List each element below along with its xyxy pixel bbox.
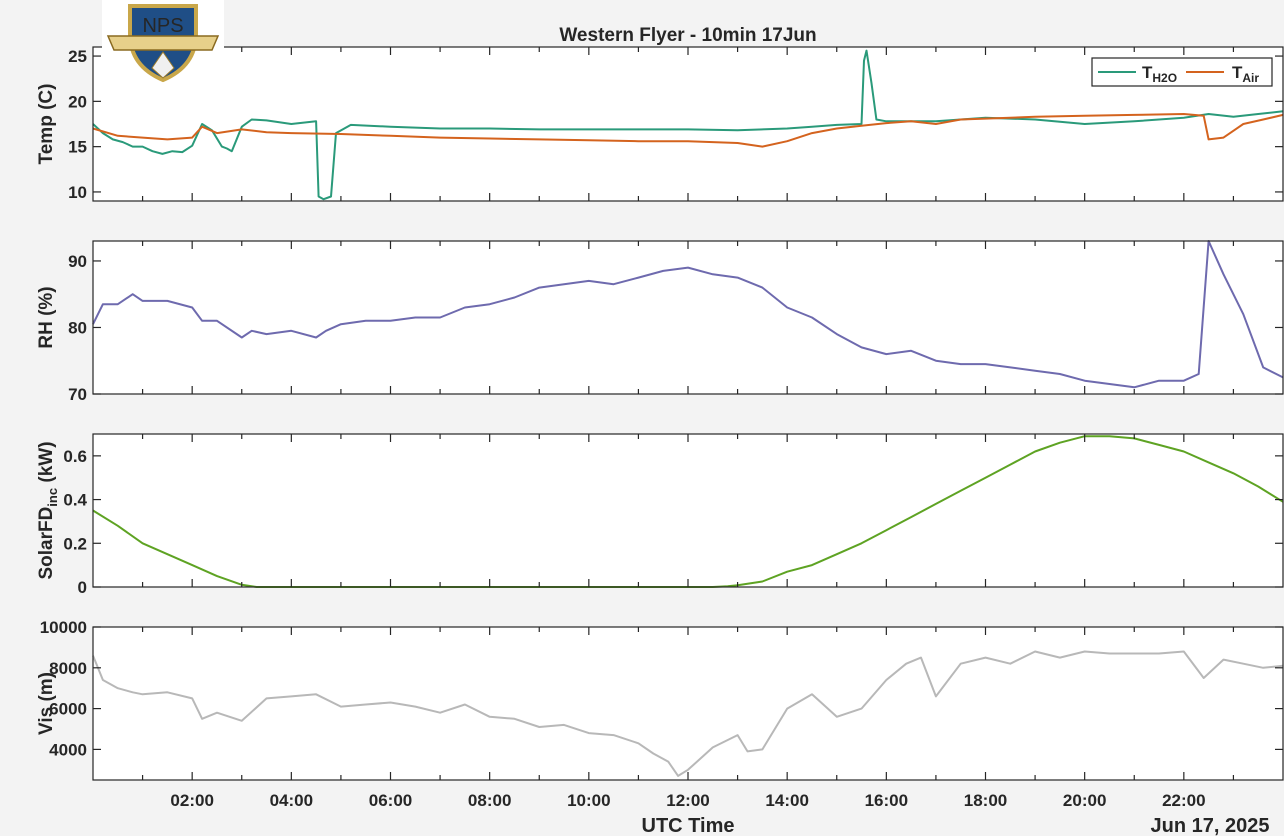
series-line-temp-1 (92, 113, 1284, 148)
figure-title: Western Flyer - 10min 17Jun (559, 25, 816, 46)
x-tick-label: 02:00 (170, 791, 213, 810)
y-tick-label-solar: 0.6 (63, 447, 87, 466)
y-tick-label-solar: 0.2 (63, 534, 87, 553)
x-tick-label: 12:00 (666, 791, 709, 810)
legend-label: TH2O (1142, 63, 1177, 85)
x-tick-label: 06:00 (369, 791, 412, 810)
y-tick-label-vis: 4000 (49, 740, 87, 759)
plot-area-vis (93, 627, 1283, 780)
x-tick-label: 20:00 (1063, 791, 1106, 810)
panel-rh: 70 80 90 RH (%) (36, 240, 1284, 404)
y-axis-label-solar: SolarFDinc (kW) (36, 441, 60, 579)
panel-vis: 4000 6000 8000 10000 02:00 04:00 06:00 08:00 10:… (36, 618, 1284, 810)
y-tick-label-solar: 0.4 (63, 491, 87, 510)
y-tick-label-temp: 25 (68, 47, 87, 66)
y-tick-label-rh: 80 (68, 318, 87, 337)
y-tick-label-temp: 20 (68, 92, 87, 111)
y-tick-label-temp: 15 (68, 138, 87, 157)
legend-label: TAir (1232, 63, 1259, 85)
x-tick-label: 14:00 (765, 791, 808, 810)
x-tick-label: 10:00 (567, 791, 610, 810)
y-axis-label-vis: Vis (m) (36, 672, 57, 735)
panels: 10 15 20 25 Temp (C) TH2O TAir 70 80 90 RH (%) 0 0.2… (36, 46, 1284, 810)
nps-logo-icon: NPS (102, 0, 224, 84)
series-line-rh-0 (92, 240, 1284, 389)
logo-text: NPS (142, 15, 183, 37)
plot-area-rh (93, 241, 1283, 394)
y-tick-label-vis: 10000 (40, 618, 87, 637)
y-axis-label-temp: Temp (C) (36, 84, 57, 165)
y-axis-label-rh: RH (%) (36, 286, 57, 348)
y-tick-label-vis: 6000 (49, 700, 87, 719)
y-tick-label-vis: 8000 (49, 659, 87, 678)
series-line-vis-0 (92, 650, 1284, 777)
x-axis-label: UTC Time (642, 815, 735, 836)
date-label: Jun 17, 2025 (1151, 815, 1270, 836)
legend: TH2O TAir (1091, 57, 1273, 87)
y-tick-label-temp: 10 (68, 183, 87, 202)
x-tick-label: 08:00 (468, 791, 511, 810)
y-tick-label-rh: 70 (68, 385, 87, 404)
panel-temp: 10 15 20 25 Temp (C) TH2O TAir (36, 46, 1284, 202)
y-tick-label-rh: 90 (68, 252, 87, 271)
plot-area-solar (93, 434, 1283, 587)
y-tick-label-solar: 0 (78, 578, 87, 597)
x-tick-label: 22:00 (1162, 791, 1205, 810)
x-tick-label: 16:00 (865, 791, 908, 810)
x-tick-label: 18:00 (964, 791, 1007, 810)
x-tick-label: 04:00 (270, 791, 313, 810)
